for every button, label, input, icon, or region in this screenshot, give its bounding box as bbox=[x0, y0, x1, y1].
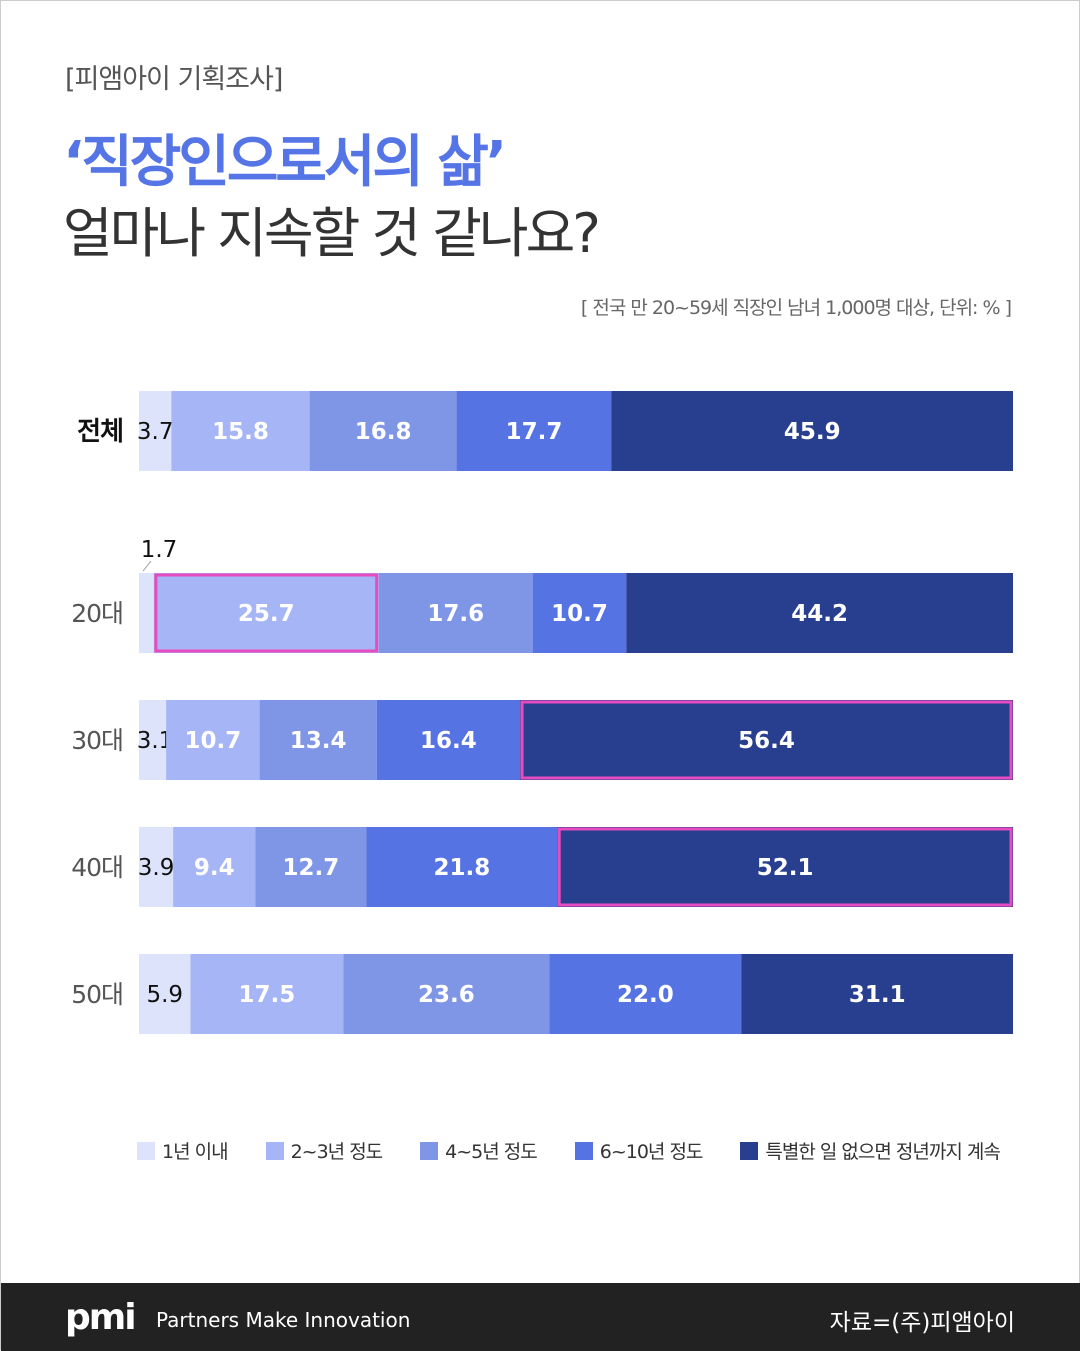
legend-item: 1년 이내 bbox=[137, 1137, 229, 1164]
category-label: 50대 bbox=[71, 980, 123, 1009]
category-label: 30대 bbox=[71, 726, 123, 755]
tagline: Partners Make Innovation bbox=[156, 1308, 411, 1332]
data-label: 31.1 bbox=[849, 982, 906, 1008]
category-label: 전체 bbox=[77, 417, 123, 447]
kicker: [피앰아이 기획조사] bbox=[65, 64, 283, 95]
title-line-1: ‘직장인으로서의 삶’ bbox=[63, 130, 507, 195]
stacked-bar-chart: 전체 3.7 15.8 16.8 17.7 45.9 20대 1.7 25.7 17.6 10.7 4… bbox=[71, 391, 1013, 1034]
data-label: 17.7 bbox=[506, 419, 563, 445]
title-line-2: 얼마나 지속할 것 같나요? bbox=[63, 202, 601, 265]
leader-line bbox=[142, 560, 152, 572]
data-label: 10.7 bbox=[551, 601, 608, 627]
bar-segment bbox=[255, 827, 367, 907]
bar-segment bbox=[139, 573, 154, 653]
data-label: 45.9 bbox=[784, 419, 841, 445]
bar-segment bbox=[611, 391, 1013, 471]
data-label: 44.2 bbox=[791, 601, 848, 627]
data-label: 16.4 bbox=[420, 728, 477, 754]
bar-segment bbox=[190, 954, 344, 1034]
data-label: 10.7 bbox=[184, 728, 241, 754]
bar-segment bbox=[153, 573, 379, 653]
category-label: 20대 bbox=[71, 599, 123, 628]
legend-swatch bbox=[265, 1141, 284, 1160]
bar-segment bbox=[456, 391, 612, 471]
legend-item: 4~5년 정도 bbox=[420, 1137, 538, 1164]
bar-segment bbox=[166, 700, 260, 780]
highlight-box bbox=[520, 700, 1013, 780]
data-label: 9.4 bbox=[194, 855, 235, 881]
data-label: 21.8 bbox=[433, 855, 490, 881]
data-label: 52.1 bbox=[757, 855, 814, 881]
footer: pmi Partners Make Innovation 자료=(주)피앰아이 bbox=[1, 1283, 1080, 1351]
legend-swatch bbox=[740, 1141, 759, 1160]
data-label: 17.6 bbox=[427, 601, 484, 627]
bar-segment bbox=[139, 700, 167, 780]
legend-label: 2~3년 정도 bbox=[290, 1141, 384, 1163]
legend: 1년 이내 2~3년 정도 4~5년 정도 6~10년 정도 특별한 일 없으면 정년까… bbox=[137, 1137, 1001, 1164]
legend-item: 6~10년 정도 bbox=[574, 1137, 704, 1164]
bar-segment bbox=[532, 573, 627, 653]
legend-swatch bbox=[420, 1141, 439, 1160]
data-label: 3.7 bbox=[137, 419, 174, 445]
bar-segment bbox=[139, 827, 174, 907]
logo: pmi bbox=[65, 1297, 137, 1338]
data-label: 13.4 bbox=[290, 728, 347, 754]
legend-label: 4~5년 정도 bbox=[445, 1141, 538, 1163]
legend-swatch bbox=[137, 1141, 155, 1160]
legend-label: 특별한 일 없으면 정년까지 계속 bbox=[765, 1141, 1000, 1163]
bar-segment bbox=[366, 827, 558, 907]
bar-segment bbox=[626, 573, 1013, 653]
data-label: 25.7 bbox=[238, 601, 295, 627]
bar-segment bbox=[549, 954, 742, 1034]
bar-segment bbox=[171, 391, 310, 471]
highlight-box bbox=[154, 573, 379, 653]
data-label: 1.7 bbox=[141, 537, 178, 563]
data-label: 5.9 bbox=[146, 982, 183, 1008]
data-label: 16.8 bbox=[355, 419, 412, 445]
bar-segment bbox=[557, 827, 1013, 907]
data-label: 17.5 bbox=[239, 982, 296, 1008]
bar-segment bbox=[139, 391, 172, 471]
legend-swatch bbox=[574, 1141, 593, 1160]
category-label: 40대 bbox=[71, 853, 123, 882]
bar-segment bbox=[259, 700, 377, 780]
bar-segment bbox=[376, 700, 521, 780]
bar-segment bbox=[378, 573, 533, 653]
legend-item: 특별한 일 없으면 정년까지 계속 bbox=[740, 1137, 1001, 1164]
data-label: 22.0 bbox=[617, 982, 674, 1008]
survey-note: [ 전국 만 20~59세 직장인 남녀 1,000명 대상, 단위: % ] bbox=[580, 297, 1012, 319]
data-label: 23.6 bbox=[418, 982, 475, 1008]
highlight-box bbox=[557, 827, 1013, 907]
data-label: 3.9 bbox=[138, 855, 175, 881]
data-label: 12.7 bbox=[283, 855, 340, 881]
legend-item: 2~3년 정도 bbox=[265, 1137, 384, 1164]
bar-segment bbox=[309, 391, 457, 471]
bar-segment bbox=[741, 954, 1013, 1034]
bar-segment bbox=[520, 700, 1013, 780]
legend-label: 6~10년 정도 bbox=[599, 1141, 704, 1163]
source: 자료=(주)피앰아이 bbox=[829, 1310, 1015, 1336]
legend-label: 1년 이내 bbox=[162, 1141, 229, 1163]
bar-segment bbox=[139, 954, 191, 1034]
data-label: 15.8 bbox=[212, 419, 269, 445]
bar-segment bbox=[173, 827, 256, 907]
bar-segment bbox=[343, 954, 550, 1034]
data-label: 56.4 bbox=[738, 728, 795, 754]
